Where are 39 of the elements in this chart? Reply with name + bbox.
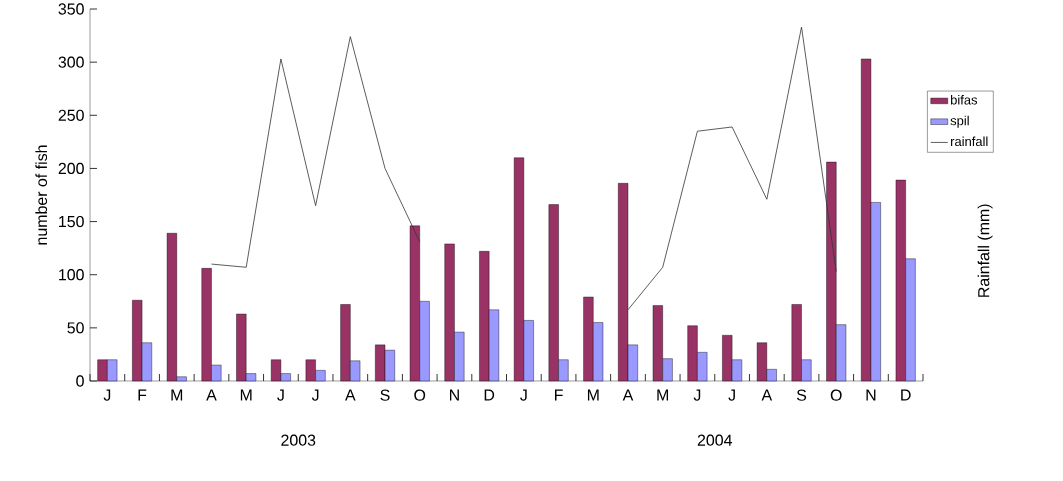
legend-label: rainfall <box>951 136 988 147</box>
x-tick-label: D <box>484 389 495 401</box>
text: 2004 <box>697 434 732 446</box>
legend-label: bifas <box>950 95 978 105</box>
x-tick-label: M <box>240 389 252 401</box>
x-tick-label: M <box>657 389 669 401</box>
x-tick-label: S <box>796 389 807 401</box>
x-tick-label: N <box>866 389 876 401</box>
x-tick-label: J <box>277 389 284 401</box>
x-tick-label: F <box>138 389 147 401</box>
y-tick-label: 50 <box>67 322 84 334</box>
x-tick-label: J <box>311 389 319 401</box>
y-tick-label: 150 <box>59 215 84 228</box>
y-tick-label: 350 <box>58 3 84 15</box>
x-tick-label: O <box>414 389 426 401</box>
x-tick-label: A <box>345 389 356 401</box>
x-tick-label: D <box>901 389 911 401</box>
x-tick-label: S <box>380 389 390 401</box>
x-tick-label: M <box>587 389 599 401</box>
x-tick-label: F <box>555 389 563 401</box>
text: 2003 <box>281 434 316 446</box>
y-tick-label: 0 <box>76 375 84 387</box>
y-axis-title: number of fish <box>35 145 48 245</box>
y-tick-label: 200 <box>58 162 84 175</box>
x-tick-label: A <box>206 389 217 401</box>
legend-label: spil <box>950 115 969 128</box>
y-tick-label: 300 <box>58 56 84 68</box>
y2-axis-title: Rainfall (mm) <box>977 204 993 297</box>
x-tick-label: J <box>728 389 735 401</box>
y-tick-label: 100 <box>59 269 84 281</box>
y-tick-label: 250 <box>58 109 84 121</box>
x-tick-label: J <box>520 389 527 401</box>
x-tick-label: O <box>830 389 842 401</box>
x-tick-label: N <box>450 389 459 401</box>
x-tick-label: A <box>622 389 634 401</box>
x-tick-label: J <box>693 389 701 401</box>
x-tick-label: M <box>171 389 183 401</box>
x-tick-label: J <box>103 389 111 401</box>
x-tick-label: A <box>761 389 773 401</box>
